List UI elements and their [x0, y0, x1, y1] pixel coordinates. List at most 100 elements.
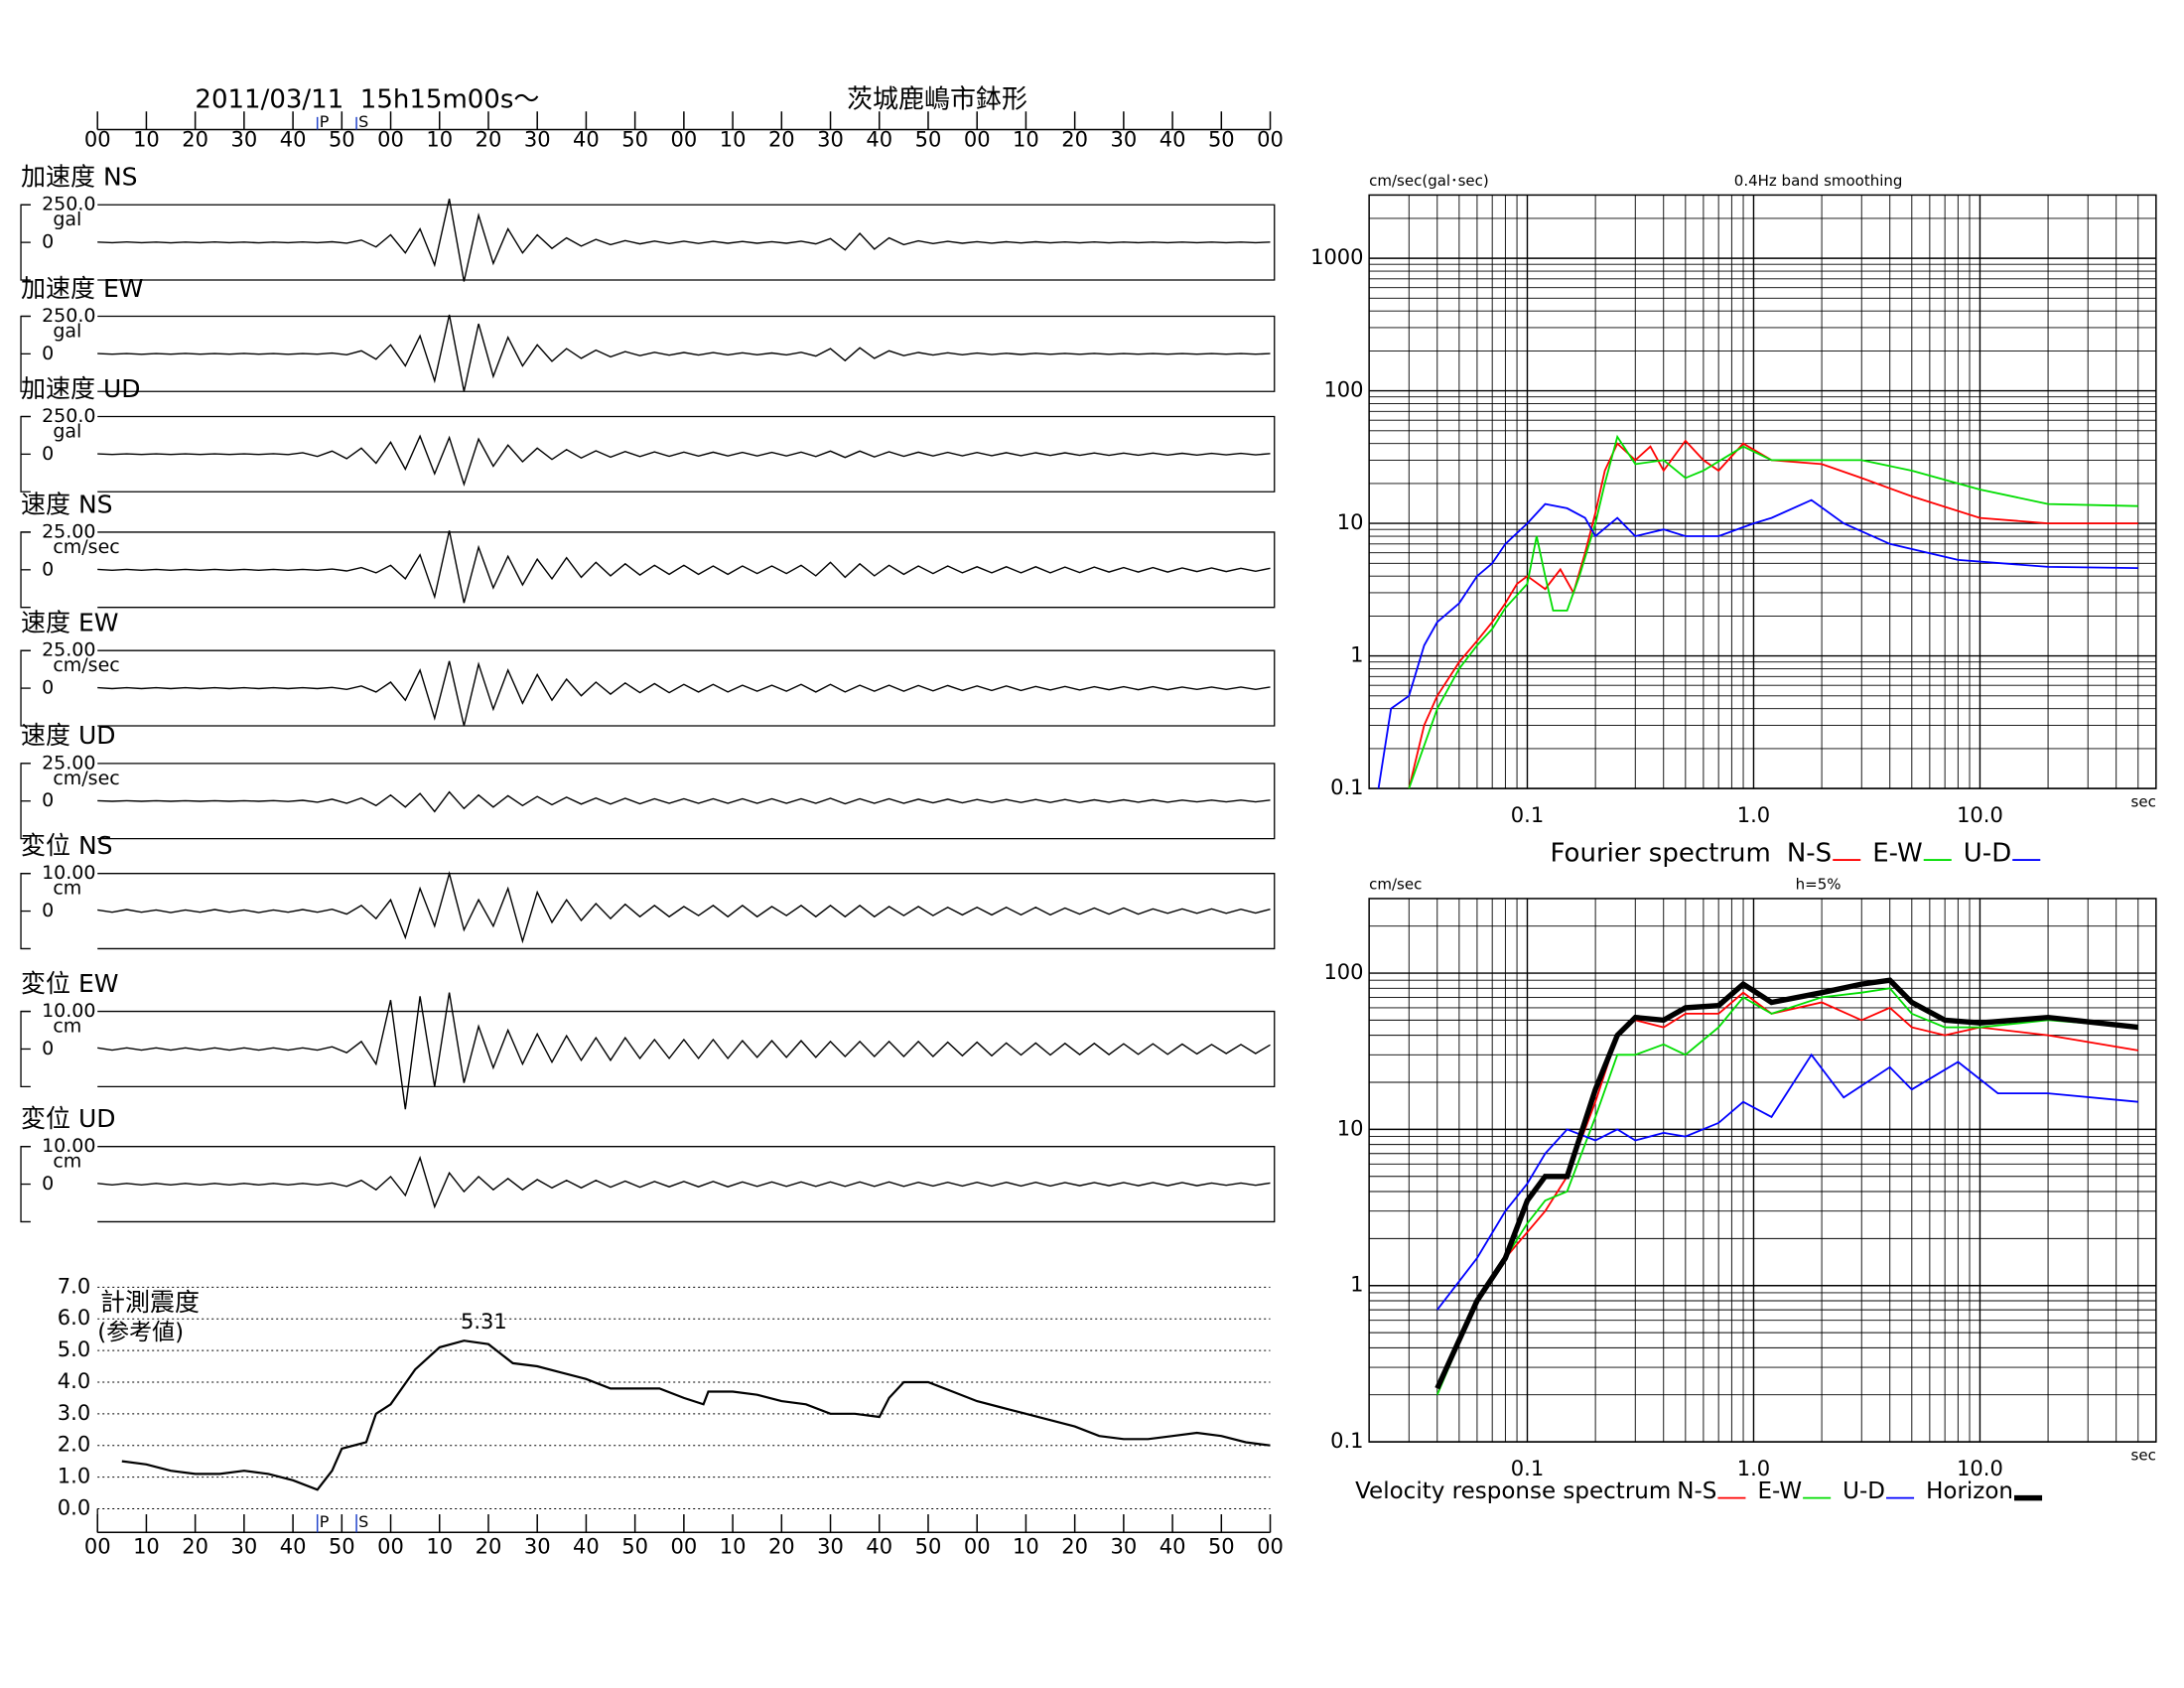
x-tick-label: 00	[1257, 1535, 1284, 1559]
x-tick-label: 10	[720, 1535, 747, 1559]
trace-label: 変位 UD	[21, 1104, 116, 1133]
x-tick-label: 20	[476, 1535, 502, 1559]
trace-label: 加速度 NS	[21, 163, 138, 192]
y-tick-label: 0	[42, 1173, 54, 1195]
legend-label: Horizon	[1926, 1478, 2013, 1504]
x-tick-label: 40	[573, 128, 600, 152]
spectrum-line	[1408, 434, 2138, 789]
y-tick-label: 0	[42, 900, 54, 921]
trace	[97, 660, 1271, 727]
legend-label: N-S	[1787, 839, 1832, 869]
y-tick-label: 1.0	[58, 1465, 90, 1488]
trace-label: 速度 NS	[21, 490, 113, 518]
x-tick-label: 30	[524, 1535, 551, 1559]
y-axis-label: cm/sec(gal･sec)	[1369, 172, 1489, 190]
x-tick-label: 1.0	[1737, 803, 1770, 827]
spectrum-line	[1434, 977, 2139, 1390]
x-tick-label: 40	[1160, 128, 1186, 152]
x-tick-label: 0.1	[1511, 803, 1544, 827]
phase-label: S	[358, 1512, 368, 1531]
legend-label: E-W	[1872, 839, 1922, 869]
x-tick-label: 0.1	[1511, 1457, 1544, 1480]
x-tick-label: 40	[573, 1535, 600, 1559]
x-tick-label: 00	[377, 128, 404, 152]
x-tick-label: 40	[866, 128, 892, 152]
y-tick-label: 0	[42, 789, 54, 811]
chart-title: 2011/03/11 15h15m00s〜	[195, 85, 539, 115]
x-tick-label: 50	[915, 128, 942, 152]
trace-label: 速度 UD	[21, 721, 116, 750]
y-tick-label: 0.1	[1330, 1429, 1363, 1453]
x-tick-label: 50	[1208, 1535, 1235, 1559]
trace-label: 変位 EW	[21, 969, 118, 998]
x-tick-label: 00	[964, 1535, 991, 1559]
unit-label: cm/sec	[53, 536, 119, 558]
y-tick-label: 1000	[1310, 245, 1363, 269]
annotation: 5.31	[461, 1310, 507, 1334]
unit-label: cm/sec	[53, 654, 119, 676]
x-tick-label: 10.0	[1957, 803, 2003, 827]
intensity-line	[121, 1339, 1271, 1491]
x-tick-label: 00	[84, 128, 111, 152]
y-tick-label: 10.00	[42, 1135, 95, 1157]
y-tick-label: 0	[42, 677, 54, 699]
x-tick-label: 10	[133, 128, 160, 152]
unit-label: cm/sec	[53, 768, 119, 789]
x-tick-label: 1.0	[1737, 1457, 1770, 1480]
y-tick-label: 0	[42, 443, 54, 465]
x-tick-label: 10	[1013, 1535, 1039, 1559]
y-tick-label: 10.00	[42, 1000, 95, 1022]
chart-subtitle: 茨城鹿嶋市鉢形	[847, 85, 1027, 115]
y-tick-label: 0.1	[1330, 775, 1363, 799]
y-tick-label: 0	[42, 558, 54, 580]
x-tick-label: 50	[915, 1535, 942, 1559]
x-tick-label: 50	[621, 1535, 648, 1559]
y-tick-label: 25.00	[42, 752, 95, 774]
phase-label: P	[320, 112, 330, 131]
trace	[97, 199, 1271, 282]
x-tick-label: 20	[1061, 128, 1088, 152]
x-tick-label: 00	[964, 128, 991, 152]
x-tick-label: 30	[231, 1535, 258, 1559]
y-axis-label: 計測震度	[100, 1288, 200, 1317]
y-tick-label: 25.00	[42, 639, 95, 661]
x-tick-label: 00	[1257, 128, 1284, 152]
unit-label: gal	[53, 420, 81, 442]
unit-label: cm	[53, 1151, 81, 1173]
trace-label: 加速度 UD	[21, 374, 141, 403]
x-tick-label: 40	[280, 1535, 307, 1559]
y-tick-label: 4.0	[58, 1369, 90, 1393]
y-axis-label: (参考値)	[97, 1320, 184, 1345]
trace	[97, 871, 1271, 944]
y-tick-label: 1	[1350, 1273, 1363, 1297]
x-tick-label: 50	[1208, 128, 1235, 152]
y-tick-label: 0	[42, 231, 54, 253]
x-tick-label: 20	[182, 1535, 208, 1559]
x-tick-label: 00	[671, 1535, 698, 1559]
x-tick-label: 00	[84, 1535, 111, 1559]
x-tick-label: 20	[1061, 1535, 1088, 1559]
x-tick-label: 30	[231, 128, 258, 152]
y-tick-label: 0	[42, 343, 54, 364]
spectrum-line	[1435, 987, 2138, 1396]
unit-label: cm	[53, 1016, 81, 1038]
x-axis-label: sec	[2131, 793, 2156, 811]
x-tick-label: 00	[671, 128, 698, 152]
y-tick-label: 250.0	[42, 405, 95, 427]
y-tick-label: 0.0	[58, 1495, 90, 1519]
trace	[97, 1155, 1271, 1209]
y-tick-label: 10	[1337, 510, 1364, 534]
spectrum-line	[1377, 498, 2138, 789]
x-tick-label: 10.0	[1957, 1457, 2003, 1480]
trace	[97, 314, 1271, 392]
x-tick-label: 30	[524, 128, 551, 152]
unit-label: gal	[53, 209, 81, 230]
y-tick-label: 10.00	[42, 862, 95, 884]
chart-subtitle: 0.4Hz band smoothing	[1734, 172, 1903, 190]
phase-label: S	[358, 112, 368, 131]
trace-label: 速度 EW	[21, 609, 118, 637]
x-tick-label: 40	[1160, 1535, 1186, 1559]
y-tick-label: 7.0	[58, 1274, 90, 1298]
plot-frame	[1368, 194, 2157, 789]
